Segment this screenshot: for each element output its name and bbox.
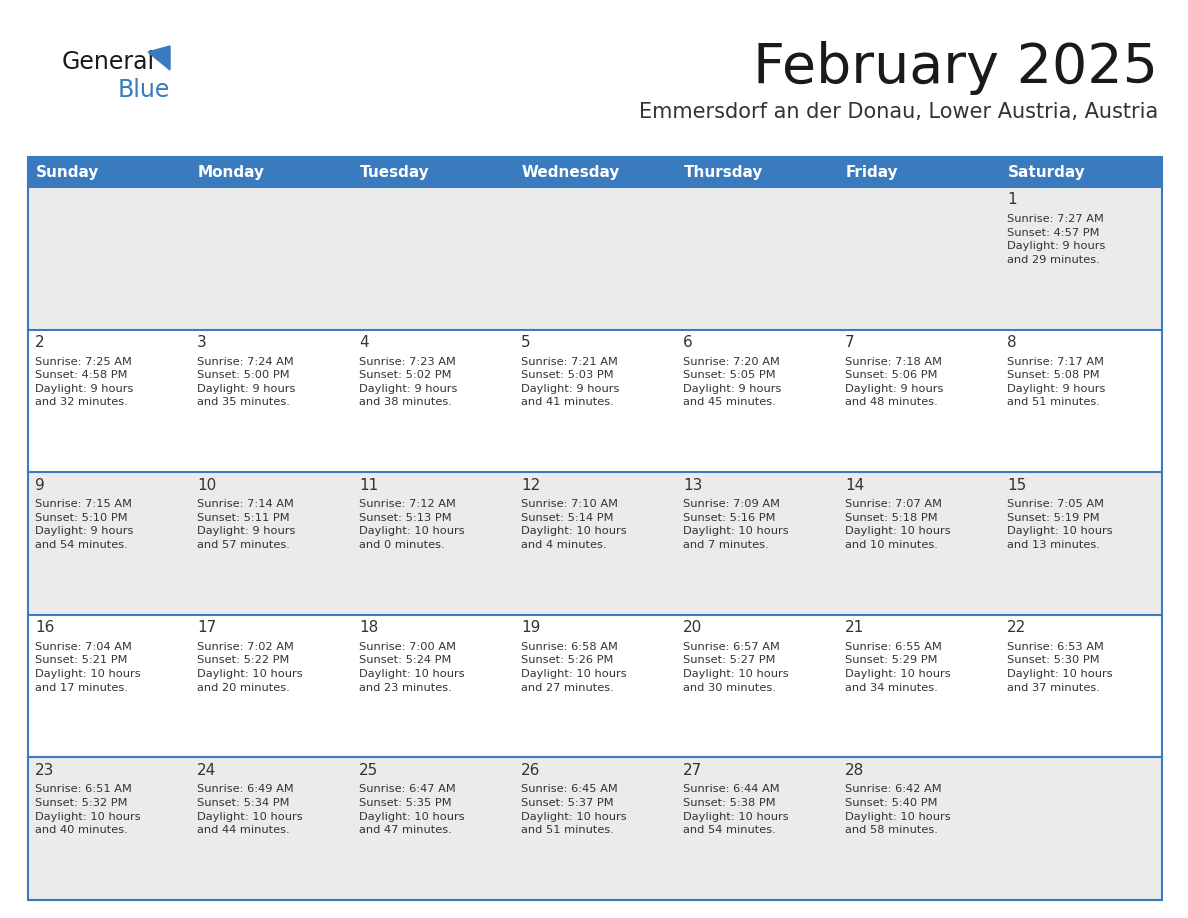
- Text: Sunrise: 7:05 AM
Sunset: 5:19 PM
Daylight: 10 hours
and 13 minutes.: Sunrise: 7:05 AM Sunset: 5:19 PM Dayligh…: [1007, 499, 1113, 550]
- Text: 9: 9: [34, 477, 45, 493]
- Text: Sunrise: 6:45 AM
Sunset: 5:37 PM
Daylight: 10 hours
and 51 minutes.: Sunrise: 6:45 AM Sunset: 5:37 PM Dayligh…: [522, 784, 626, 835]
- Text: Sunrise: 6:42 AM
Sunset: 5:40 PM
Daylight: 10 hours
and 58 minutes.: Sunrise: 6:42 AM Sunset: 5:40 PM Dayligh…: [845, 784, 950, 835]
- Text: 16: 16: [34, 621, 55, 635]
- Text: 11: 11: [359, 477, 378, 493]
- Text: 25: 25: [359, 763, 378, 778]
- Text: Tuesday: Tuesday: [360, 164, 430, 180]
- Text: 21: 21: [845, 621, 864, 635]
- Text: February 2025: February 2025: [753, 41, 1158, 95]
- Text: 28: 28: [845, 763, 864, 778]
- Text: 13: 13: [683, 477, 702, 493]
- Text: Saturday: Saturday: [1007, 164, 1086, 180]
- Text: Sunrise: 6:57 AM
Sunset: 5:27 PM
Daylight: 10 hours
and 30 minutes.: Sunrise: 6:57 AM Sunset: 5:27 PM Dayligh…: [683, 642, 789, 692]
- Text: 23: 23: [34, 763, 55, 778]
- Text: 5: 5: [522, 335, 531, 350]
- Text: 6: 6: [683, 335, 693, 350]
- Text: Sunrise: 7:12 AM
Sunset: 5:13 PM
Daylight: 10 hours
and 0 minutes.: Sunrise: 7:12 AM Sunset: 5:13 PM Dayligh…: [359, 499, 465, 550]
- Text: Sunrise: 6:47 AM
Sunset: 5:35 PM
Daylight: 10 hours
and 47 minutes.: Sunrise: 6:47 AM Sunset: 5:35 PM Dayligh…: [359, 784, 465, 835]
- Text: 22: 22: [1007, 621, 1026, 635]
- Bar: [29, 157, 1162, 900]
- Bar: [29, 187, 1162, 330]
- Text: 19: 19: [522, 621, 541, 635]
- Text: Sunrise: 7:02 AM
Sunset: 5:22 PM
Daylight: 10 hours
and 20 minutes.: Sunrise: 7:02 AM Sunset: 5:22 PM Dayligh…: [197, 642, 303, 692]
- Text: Sunrise: 7:18 AM
Sunset: 5:06 PM
Daylight: 9 hours
and 48 minutes.: Sunrise: 7:18 AM Sunset: 5:06 PM Dayligh…: [845, 356, 943, 408]
- Text: Sunrise: 7:10 AM
Sunset: 5:14 PM
Daylight: 10 hours
and 4 minutes.: Sunrise: 7:10 AM Sunset: 5:14 PM Dayligh…: [522, 499, 626, 550]
- Text: Emmersdorf an der Donau, Lower Austria, Austria: Emmersdorf an der Donau, Lower Austria, …: [639, 102, 1158, 122]
- Text: Sunrise: 7:21 AM
Sunset: 5:03 PM
Daylight: 9 hours
and 41 minutes.: Sunrise: 7:21 AM Sunset: 5:03 PM Dayligh…: [522, 356, 619, 408]
- Text: 20: 20: [683, 621, 702, 635]
- Text: 10: 10: [197, 477, 216, 493]
- Text: Sunrise: 7:27 AM
Sunset: 4:57 PM
Daylight: 9 hours
and 29 minutes.: Sunrise: 7:27 AM Sunset: 4:57 PM Dayligh…: [1007, 214, 1105, 264]
- Text: 15: 15: [1007, 477, 1026, 493]
- Polygon shape: [148, 46, 170, 70]
- Text: 18: 18: [359, 621, 378, 635]
- Text: Sunrise: 7:17 AM
Sunset: 5:08 PM
Daylight: 9 hours
and 51 minutes.: Sunrise: 7:17 AM Sunset: 5:08 PM Dayligh…: [1007, 356, 1105, 408]
- Text: 14: 14: [845, 477, 864, 493]
- Text: Sunrise: 7:25 AM
Sunset: 4:58 PM
Daylight: 9 hours
and 32 minutes.: Sunrise: 7:25 AM Sunset: 4:58 PM Dayligh…: [34, 356, 133, 408]
- Text: Sunrise: 7:15 AM
Sunset: 5:10 PM
Daylight: 9 hours
and 54 minutes.: Sunrise: 7:15 AM Sunset: 5:10 PM Dayligh…: [34, 499, 133, 550]
- Bar: [29, 472, 1162, 615]
- Text: Sunrise: 6:58 AM
Sunset: 5:26 PM
Daylight: 10 hours
and 27 minutes.: Sunrise: 6:58 AM Sunset: 5:26 PM Dayligh…: [522, 642, 626, 692]
- Text: Wednesday: Wednesday: [522, 164, 620, 180]
- Text: Sunrise: 6:53 AM
Sunset: 5:30 PM
Daylight: 10 hours
and 37 minutes.: Sunrise: 6:53 AM Sunset: 5:30 PM Dayligh…: [1007, 642, 1113, 692]
- Text: Sunrise: 7:04 AM
Sunset: 5:21 PM
Daylight: 10 hours
and 17 minutes.: Sunrise: 7:04 AM Sunset: 5:21 PM Dayligh…: [34, 642, 140, 692]
- Bar: [29, 330, 1162, 472]
- Text: Sunrise: 6:55 AM
Sunset: 5:29 PM
Daylight: 10 hours
and 34 minutes.: Sunrise: 6:55 AM Sunset: 5:29 PM Dayligh…: [845, 642, 950, 692]
- Text: 8: 8: [1007, 335, 1017, 350]
- Text: Sunrise: 7:00 AM
Sunset: 5:24 PM
Daylight: 10 hours
and 23 minutes.: Sunrise: 7:00 AM Sunset: 5:24 PM Dayligh…: [359, 642, 465, 692]
- Text: Sunday: Sunday: [36, 164, 100, 180]
- Bar: [29, 157, 1162, 187]
- Text: 26: 26: [522, 763, 541, 778]
- Text: 7: 7: [845, 335, 854, 350]
- Text: Friday: Friday: [846, 164, 898, 180]
- Text: General: General: [62, 50, 156, 74]
- Text: 12: 12: [522, 477, 541, 493]
- Text: 1: 1: [1007, 193, 1017, 207]
- Text: 27: 27: [683, 763, 702, 778]
- Text: Sunrise: 6:44 AM
Sunset: 5:38 PM
Daylight: 10 hours
and 54 minutes.: Sunrise: 6:44 AM Sunset: 5:38 PM Dayligh…: [683, 784, 789, 835]
- Text: Blue: Blue: [118, 78, 170, 102]
- Text: Sunrise: 7:20 AM
Sunset: 5:05 PM
Daylight: 9 hours
and 45 minutes.: Sunrise: 7:20 AM Sunset: 5:05 PM Dayligh…: [683, 356, 782, 408]
- Text: Sunrise: 7:14 AM
Sunset: 5:11 PM
Daylight: 9 hours
and 57 minutes.: Sunrise: 7:14 AM Sunset: 5:11 PM Dayligh…: [197, 499, 296, 550]
- Text: Sunrise: 7:09 AM
Sunset: 5:16 PM
Daylight: 10 hours
and 7 minutes.: Sunrise: 7:09 AM Sunset: 5:16 PM Dayligh…: [683, 499, 789, 550]
- Text: Monday: Monday: [198, 164, 265, 180]
- Text: Sunrise: 7:23 AM
Sunset: 5:02 PM
Daylight: 9 hours
and 38 minutes.: Sunrise: 7:23 AM Sunset: 5:02 PM Dayligh…: [359, 356, 457, 408]
- Text: Sunrise: 7:07 AM
Sunset: 5:18 PM
Daylight: 10 hours
and 10 minutes.: Sunrise: 7:07 AM Sunset: 5:18 PM Dayligh…: [845, 499, 950, 550]
- Bar: [29, 615, 1162, 757]
- Text: Thursday: Thursday: [684, 164, 764, 180]
- Text: Sunrise: 6:51 AM
Sunset: 5:32 PM
Daylight: 10 hours
and 40 minutes.: Sunrise: 6:51 AM Sunset: 5:32 PM Dayligh…: [34, 784, 140, 835]
- Bar: [29, 757, 1162, 900]
- Text: 24: 24: [197, 763, 216, 778]
- Text: 17: 17: [197, 621, 216, 635]
- Text: 3: 3: [197, 335, 207, 350]
- Text: 4: 4: [359, 335, 368, 350]
- Text: Sunrise: 6:49 AM
Sunset: 5:34 PM
Daylight: 10 hours
and 44 minutes.: Sunrise: 6:49 AM Sunset: 5:34 PM Dayligh…: [197, 784, 303, 835]
- Text: Sunrise: 7:24 AM
Sunset: 5:00 PM
Daylight: 9 hours
and 35 minutes.: Sunrise: 7:24 AM Sunset: 5:00 PM Dayligh…: [197, 356, 296, 408]
- Text: 2: 2: [34, 335, 45, 350]
